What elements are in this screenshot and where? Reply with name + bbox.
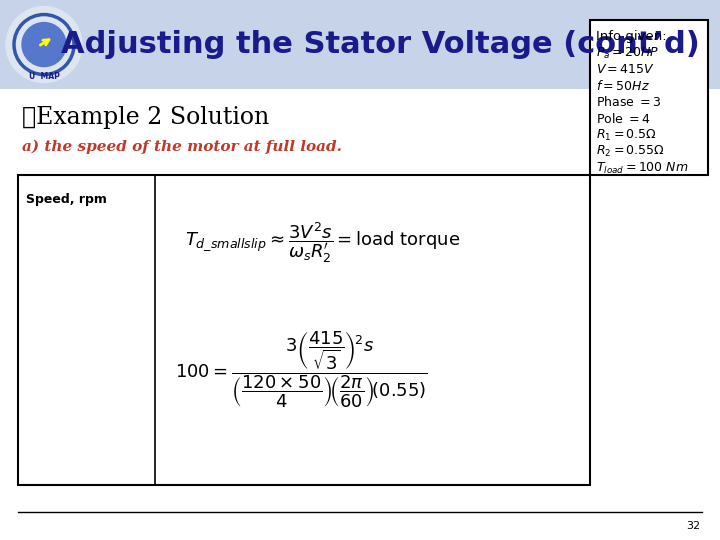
- Text: 32: 32: [686, 521, 700, 531]
- Text: $R_2 = 0.55\Omega$: $R_2 = 0.55\Omega$: [596, 144, 665, 159]
- Text: $f = 50Hz$: $f = 50Hz$: [596, 79, 650, 93]
- Text: $100 = \dfrac{3\left(\dfrac{415}{\sqrt{3}}\right)^{\!2} s}{\left(\dfrac{120\time: $100 = \dfrac{3\left(\dfrac{415}{\sqrt{3…: [175, 330, 428, 410]
- Text: Speed, rpm: Speed, rpm: [26, 193, 107, 206]
- Text: Pole $= 4$: Pole $= 4$: [596, 112, 651, 126]
- Text: U  MAP: U MAP: [29, 72, 60, 81]
- Text: $R_1 = 0.5\Omega$: $R_1 = 0.5\Omega$: [596, 128, 657, 143]
- Bar: [590, 20, 708, 175]
- FancyBboxPatch shape: [0, 0, 720, 89]
- Text: Phase $= 3$: Phase $= 3$: [596, 95, 662, 109]
- Text: Info given:: Info given:: [596, 30, 667, 43]
- Circle shape: [6, 6, 82, 83]
- Text: ❖Example 2 Solution: ❖Example 2 Solution: [22, 106, 269, 129]
- Circle shape: [22, 23, 66, 66]
- Text: $T_{load} = 100\ Nm$: $T_{load} = 100\ Nm$: [596, 160, 688, 176]
- Bar: [18, 175, 590, 485]
- Text: Adjusting the Stator Voltage (cont’d): Adjusting the Stator Voltage (cont’d): [60, 30, 699, 59]
- Text: $T_{d\_small slip} \approx \dfrac{3V^2 s}{\omega_s R_2'} = \mathrm{load\ torque}: $T_{d\_small slip} \approx \dfrac{3V^2 s…: [185, 220, 460, 265]
- Text: $V = 415V$: $V = 415V$: [596, 63, 655, 76]
- Text: $P_a = 20HP$: $P_a = 20HP$: [596, 46, 660, 62]
- Text: a) the speed of the motor at full load.: a) the speed of the motor at full load.: [22, 140, 342, 154]
